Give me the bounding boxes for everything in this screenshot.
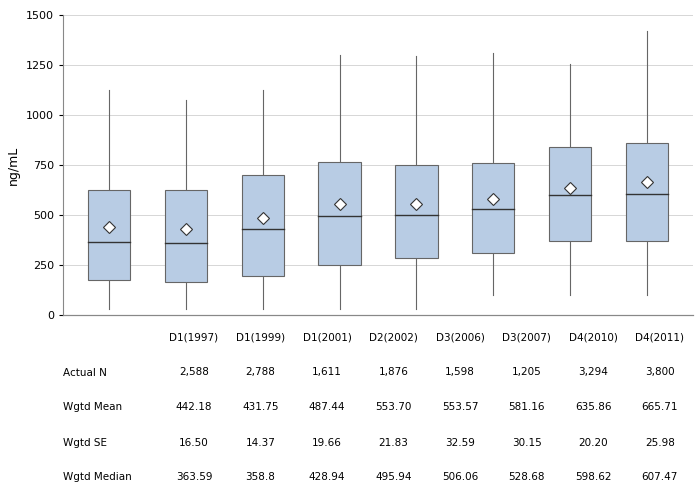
Text: 1,876: 1,876 bbox=[379, 368, 409, 378]
FancyBboxPatch shape bbox=[626, 143, 668, 241]
FancyBboxPatch shape bbox=[549, 147, 592, 241]
Text: 30.15: 30.15 bbox=[512, 438, 542, 448]
Text: 3,294: 3,294 bbox=[578, 368, 608, 378]
Y-axis label: ng/mL: ng/mL bbox=[7, 146, 20, 184]
Text: D1(1999): D1(1999) bbox=[236, 332, 285, 342]
Text: Actual N: Actual N bbox=[63, 368, 107, 378]
Text: 528.68: 528.68 bbox=[508, 472, 545, 482]
Text: 598.62: 598.62 bbox=[575, 472, 611, 482]
Text: Wgtd Mean: Wgtd Mean bbox=[63, 402, 122, 412]
Text: 20.20: 20.20 bbox=[578, 438, 608, 448]
Text: 3,800: 3,800 bbox=[645, 368, 675, 378]
Text: D3(2007): D3(2007) bbox=[502, 332, 551, 342]
Text: 553.57: 553.57 bbox=[442, 402, 478, 412]
Text: 431.75: 431.75 bbox=[242, 402, 279, 412]
Text: 2,588: 2,588 bbox=[179, 368, 209, 378]
Text: 581.16: 581.16 bbox=[508, 402, 545, 412]
FancyBboxPatch shape bbox=[164, 190, 207, 282]
Text: 442.18: 442.18 bbox=[176, 402, 212, 412]
Text: 495.94: 495.94 bbox=[375, 472, 412, 482]
Text: 2,788: 2,788 bbox=[246, 368, 275, 378]
Text: D1(1997): D1(1997) bbox=[169, 332, 218, 342]
Text: 506.06: 506.06 bbox=[442, 472, 478, 482]
Text: D4(2011): D4(2011) bbox=[635, 332, 684, 342]
Text: 1,205: 1,205 bbox=[512, 368, 542, 378]
FancyBboxPatch shape bbox=[395, 165, 438, 258]
Text: 607.47: 607.47 bbox=[641, 472, 678, 482]
Text: D4(2010): D4(2010) bbox=[568, 332, 617, 342]
Text: 16.50: 16.50 bbox=[179, 438, 209, 448]
Text: Wgtd SE: Wgtd SE bbox=[63, 438, 107, 448]
FancyBboxPatch shape bbox=[318, 162, 360, 265]
Text: D3(2006): D3(2006) bbox=[435, 332, 484, 342]
Text: 25.98: 25.98 bbox=[645, 438, 675, 448]
Text: 1,611: 1,611 bbox=[312, 368, 342, 378]
Text: D1(2001): D1(2001) bbox=[302, 332, 351, 342]
Text: 358.8: 358.8 bbox=[246, 472, 275, 482]
Text: 21.83: 21.83 bbox=[379, 438, 409, 448]
Text: 363.59: 363.59 bbox=[176, 472, 212, 482]
Text: 1,598: 1,598 bbox=[445, 368, 475, 378]
Text: 665.71: 665.71 bbox=[641, 402, 678, 412]
Text: 32.59: 32.59 bbox=[445, 438, 475, 448]
Text: 635.86: 635.86 bbox=[575, 402, 611, 412]
FancyBboxPatch shape bbox=[241, 175, 284, 276]
Text: D2(2002): D2(2002) bbox=[369, 332, 418, 342]
FancyBboxPatch shape bbox=[88, 190, 130, 280]
Text: 553.70: 553.70 bbox=[375, 402, 412, 412]
Text: Wgtd Median: Wgtd Median bbox=[63, 472, 132, 482]
Text: 14.37: 14.37 bbox=[246, 438, 275, 448]
FancyBboxPatch shape bbox=[472, 163, 514, 253]
Text: 487.44: 487.44 bbox=[309, 402, 345, 412]
Text: 428.94: 428.94 bbox=[309, 472, 345, 482]
Text: 19.66: 19.66 bbox=[312, 438, 342, 448]
